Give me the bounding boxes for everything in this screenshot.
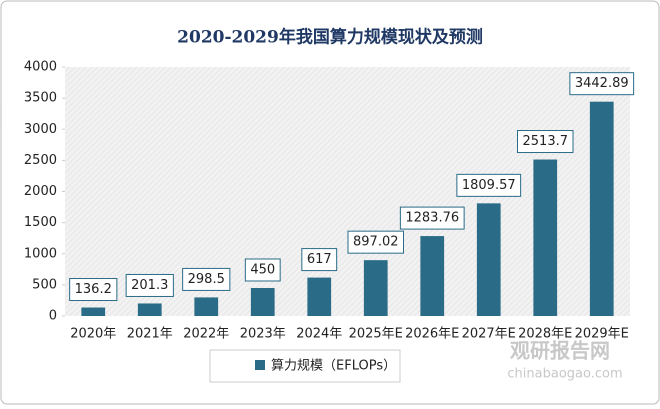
watermark: 观研报告网 <box>510 339 610 363</box>
y-tick-label: 500 <box>32 277 57 292</box>
chart-title: 2020-2029年我国算力规模现状及预测 <box>177 27 483 48</box>
data-label-box <box>125 273 174 297</box>
bar <box>307 277 332 316</box>
x-tick-label: 2022年 <box>183 327 229 342</box>
data-label-box <box>69 278 118 302</box>
data-label: 3442.89 <box>575 76 629 91</box>
data-label: 897.02 <box>353 235 399 250</box>
bar <box>250 287 275 316</box>
y-tick-label: 1500 <box>24 215 57 230</box>
bar <box>137 303 162 316</box>
data-label: 617 <box>307 252 332 267</box>
data-label-box <box>569 72 635 96</box>
bar <box>81 307 106 316</box>
data-label: 2513.7 <box>523 134 569 149</box>
x-tick-label: 2026年E <box>405 327 459 342</box>
x-tick-label: 2024年 <box>296 327 342 342</box>
data-label-box <box>244 258 281 282</box>
x-tick-label: 2029年E <box>575 327 629 342</box>
data-label: 450 <box>250 262 275 277</box>
bar <box>589 101 614 316</box>
y-tick-label: 3000 <box>24 122 57 137</box>
data-label-box <box>399 206 465 230</box>
x-tick-label: 2023年 <box>240 327 286 342</box>
watermark: chinabaogao.com <box>507 367 622 382</box>
x-tick-label: 2027年E <box>462 327 516 342</box>
bar <box>363 260 388 316</box>
x-tick-label: 2021年 <box>127 327 173 342</box>
x-tick-label: 2025年E <box>349 327 403 342</box>
y-tick-label: 4000 <box>24 60 57 75</box>
y-tick-label: 2500 <box>24 153 57 168</box>
bar <box>533 159 558 316</box>
data-label: 1809.57 <box>462 178 516 193</box>
data-label: 298.5 <box>188 272 225 287</box>
legend-label: 算力规模（EFLOPs） <box>271 359 396 374</box>
bar <box>476 203 501 316</box>
y-tick-label: 3500 <box>24 91 57 106</box>
legend-box <box>209 349 401 383</box>
legend-swatch <box>255 360 265 370</box>
y-tick-label: 1000 <box>24 246 57 261</box>
y-tick-label: 2000 <box>24 184 57 199</box>
bar <box>420 236 445 316</box>
data-label: 1283.76 <box>405 211 459 226</box>
x-tick-label: 2020年 <box>70 327 116 342</box>
y-tick-label: 0 <box>49 309 57 324</box>
bar <box>194 297 219 316</box>
data-label-box <box>182 267 231 291</box>
data-label-box <box>301 248 338 272</box>
data-label-box <box>347 230 404 254</box>
data-label-box <box>456 173 522 197</box>
data-label: 136.2 <box>75 282 112 297</box>
data-label-box <box>517 130 574 154</box>
data-label: 201.3 <box>131 278 168 293</box>
x-tick-label: 2028年E <box>518 327 572 342</box>
